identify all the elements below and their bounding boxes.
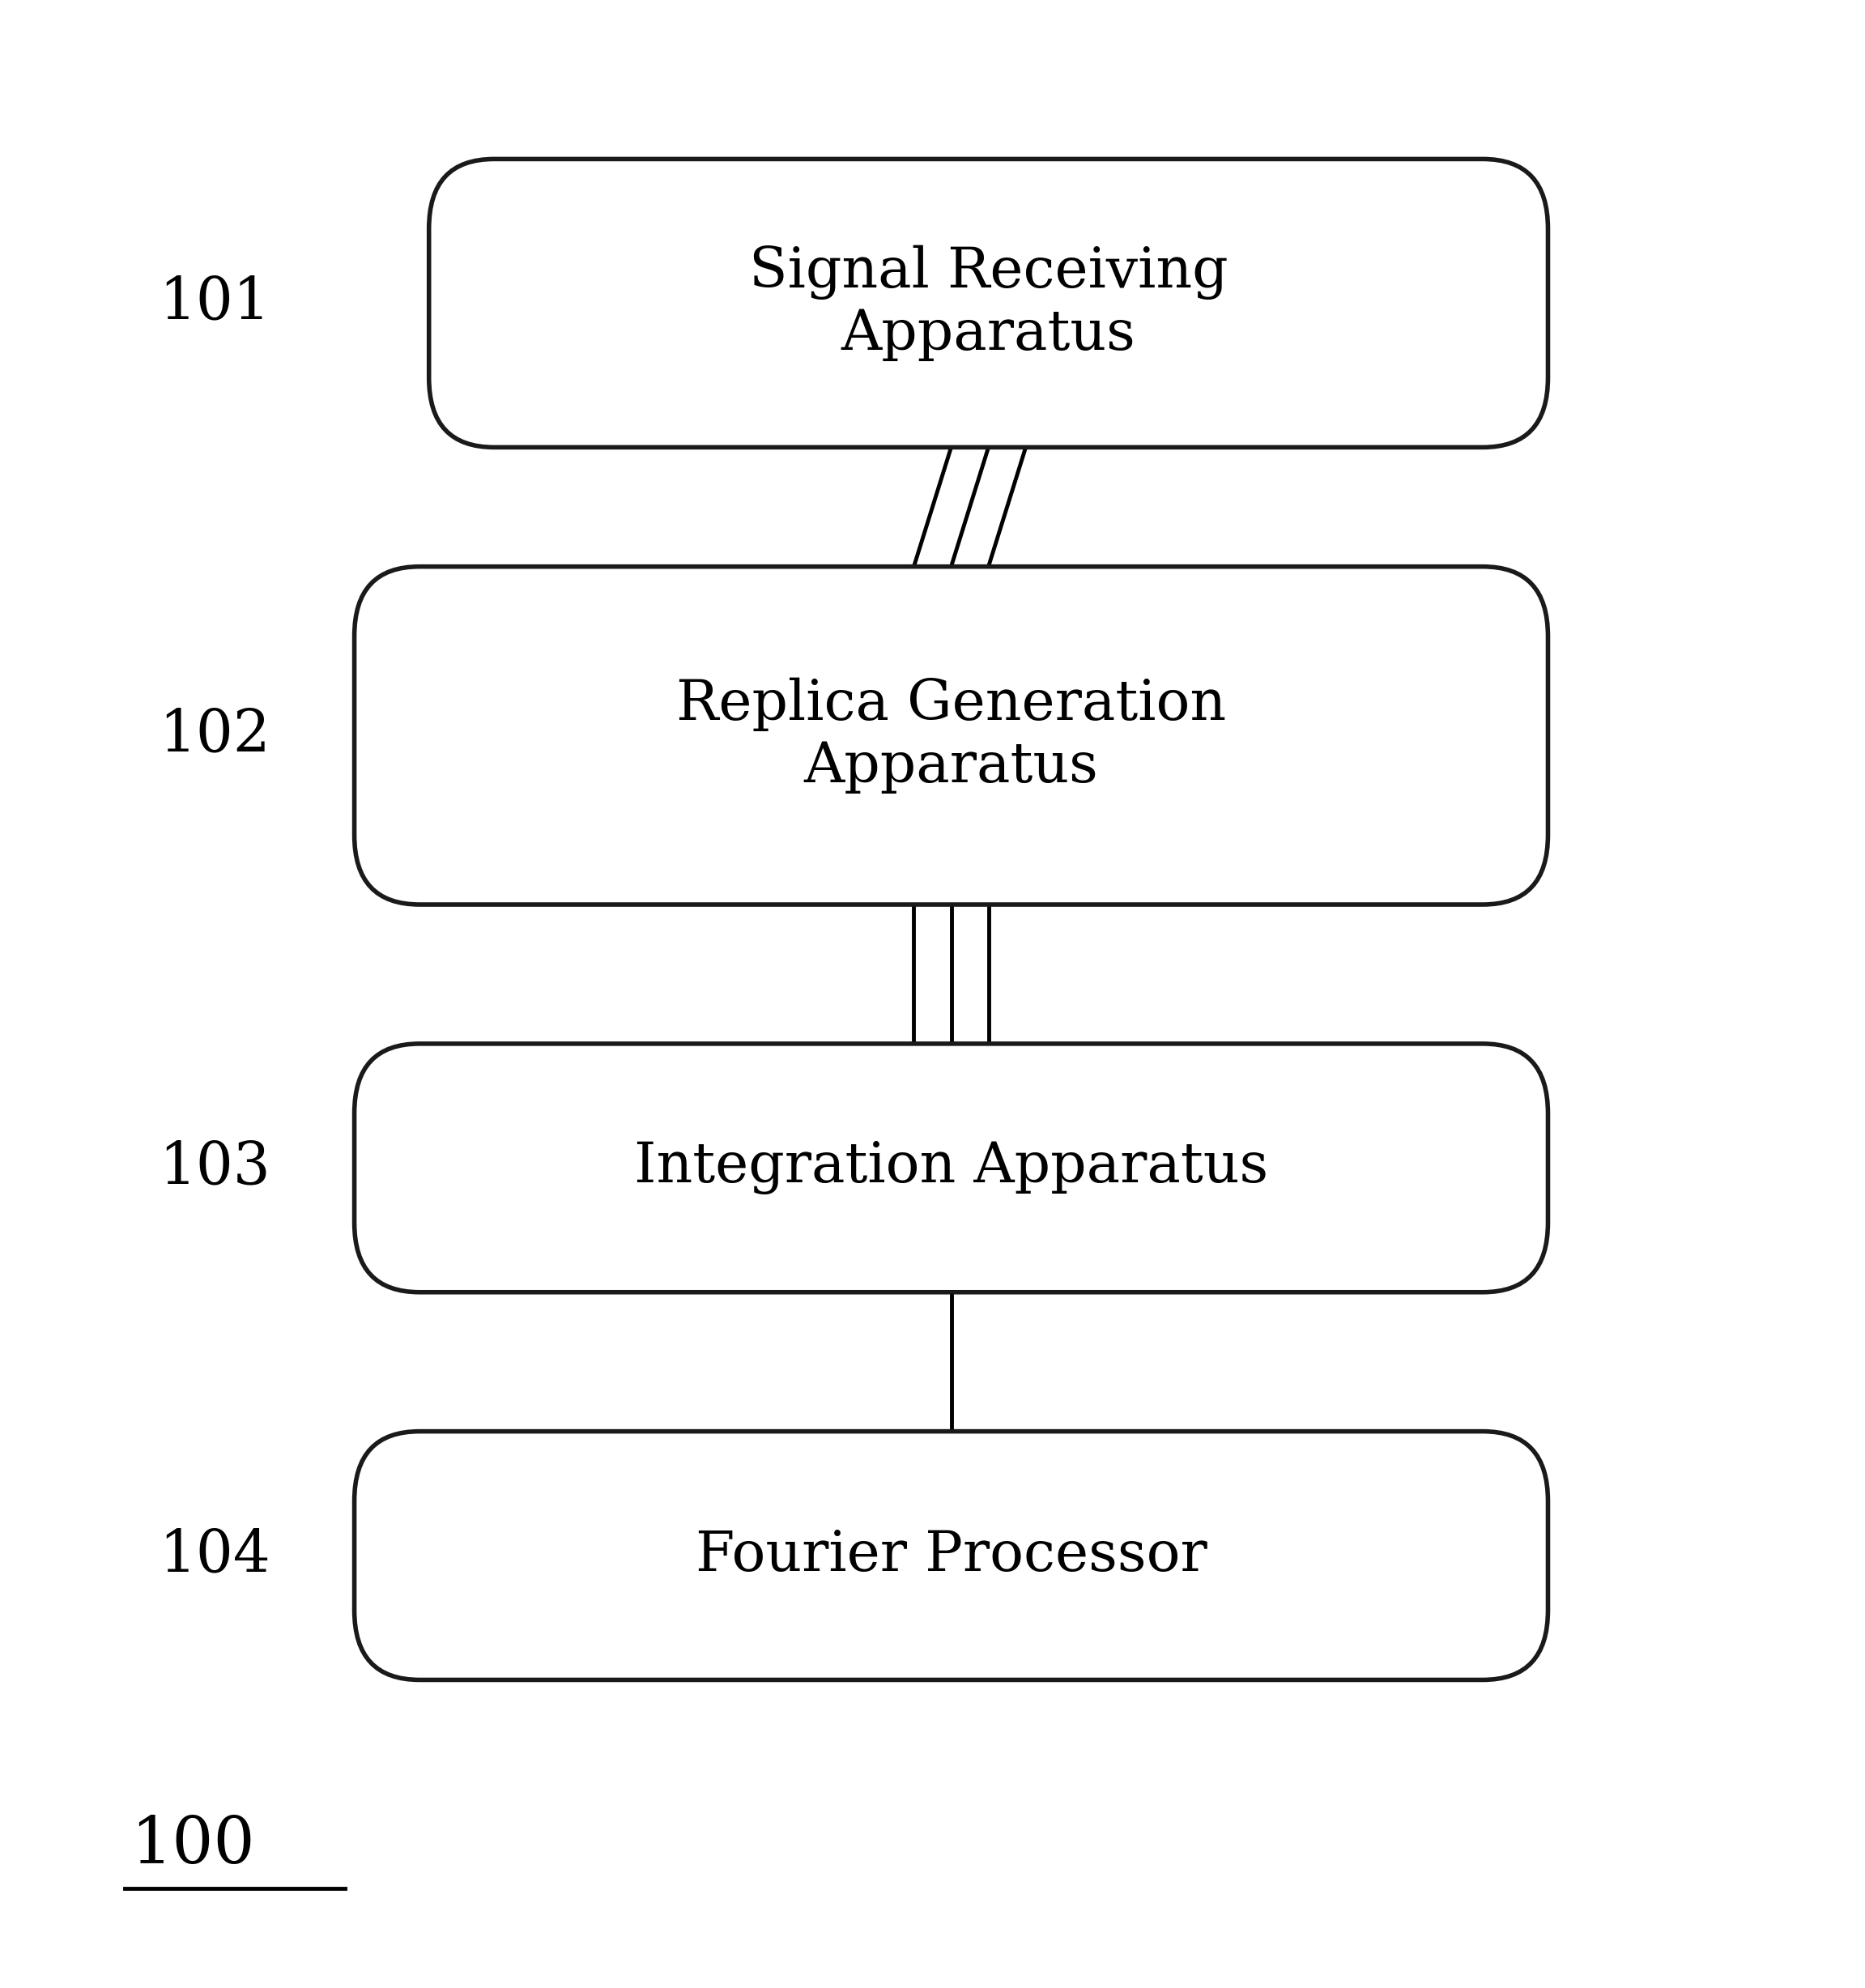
Text: Integration Apparatus: Integration Apparatus (634, 1141, 1268, 1195)
Text: 104: 104 (159, 1527, 270, 1584)
Text: 100: 100 (131, 1813, 256, 1877)
FancyBboxPatch shape (429, 159, 1548, 447)
FancyBboxPatch shape (354, 567, 1548, 905)
FancyBboxPatch shape (354, 1044, 1548, 1292)
Text: Replica Generation
Apparatus: Replica Generation Apparatus (677, 678, 1225, 793)
Text: Fourier Processor: Fourier Processor (696, 1529, 1207, 1582)
FancyBboxPatch shape (354, 1431, 1548, 1680)
Text: 102: 102 (159, 708, 270, 763)
Text: 101: 101 (159, 274, 270, 332)
Text: 103: 103 (159, 1139, 270, 1197)
Text: Signal Receiving
Apparatus: Signal Receiving Apparatus (750, 245, 1227, 362)
